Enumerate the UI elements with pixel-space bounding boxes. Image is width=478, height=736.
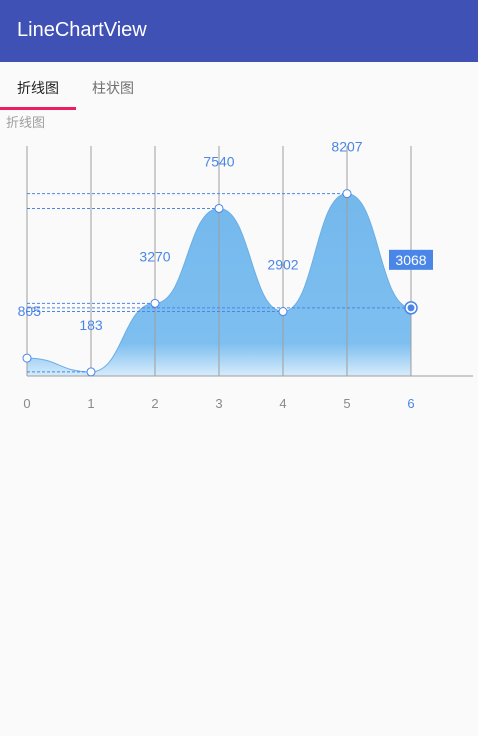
x-tick-label-4: 4: [279, 396, 286, 411]
app-title: LineChartView: [17, 19, 147, 42]
tab-line-chart[interactable]: 折线图: [17, 78, 59, 98]
tab-indicator: [0, 107, 76, 110]
data-point-0: [23, 354, 31, 362]
tab-bar: 折线图 柱状图: [0, 62, 478, 110]
value-label-2: 3270: [139, 248, 170, 264]
x-tick-label-1: 1: [87, 396, 94, 411]
x-tick-label-2: 2: [151, 396, 158, 411]
x-tick-label-5: 5: [343, 396, 350, 411]
data-point-5: [343, 190, 351, 198]
value-label-3: 7540: [203, 153, 234, 169]
value-label-0: 805: [18, 303, 42, 319]
x-tick-label-3: 3: [215, 396, 222, 411]
x-tick-label-6: 6: [407, 396, 414, 411]
data-point-1: [87, 368, 95, 376]
value-label-1: 183: [79, 317, 103, 333]
app-bar: LineChartView: [0, 0, 478, 62]
data-point-selected-core: [408, 304, 415, 311]
line-chart[interactable]: 805 183 3270 7540 2902 8207 3068 0 1 2 3 4 5 6: [0, 130, 478, 430]
section-label: 折线图: [6, 112, 45, 131]
data-point-2: [151, 299, 159, 307]
data-point-4: [279, 308, 287, 316]
value-label-5: 8207: [331, 139, 362, 155]
tab-bar-chart[interactable]: 柱状图: [92, 78, 134, 98]
value-label-6: 3068: [395, 252, 426, 268]
value-label-4: 2902: [267, 257, 298, 273]
data-point-3: [215, 204, 223, 212]
x-tick-label-0: 0: [23, 396, 30, 411]
